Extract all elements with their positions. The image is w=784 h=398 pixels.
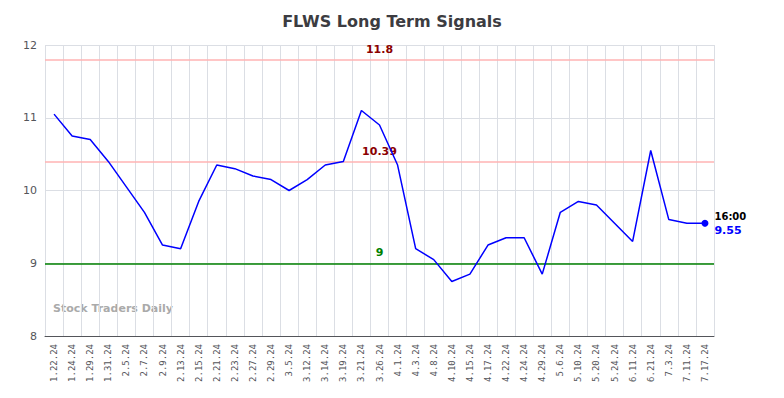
- svg-text:11.8: 11.8: [366, 43, 393, 56]
- svg-text:1.29.24: 1.29.24: [85, 344, 95, 382]
- svg-text:2.15.24: 2.15.24: [194, 344, 204, 382]
- svg-text:Stock Traders Daily: Stock Traders Daily: [53, 302, 173, 315]
- svg-text:5.24.24: 5.24.24: [610, 344, 620, 382]
- svg-text:2.7.24: 2.7.24: [139, 344, 149, 377]
- svg-text:2.29.24: 2.29.24: [266, 344, 276, 382]
- svg-text:12: 12: [23, 39, 37, 52]
- svg-text:6.11.24: 6.11.24: [628, 344, 638, 382]
- svg-text:4.22.24: 4.22.24: [501, 344, 511, 382]
- svg-text:4.15.24: 4.15.24: [465, 344, 475, 382]
- svg-text:3.12.24: 3.12.24: [302, 344, 312, 382]
- svg-text:3.19.24: 3.19.24: [338, 344, 348, 382]
- svg-text:4.1.24: 4.1.24: [393, 344, 403, 377]
- svg-text:4.8.24: 4.8.24: [429, 344, 439, 377]
- svg-text:4.29.24: 4.29.24: [537, 344, 547, 382]
- svg-text:2.21.24: 2.21.24: [212, 344, 222, 382]
- svg-text:9: 9: [30, 257, 37, 270]
- svg-text:4.24.24: 4.24.24: [519, 344, 529, 382]
- svg-text:3.26.24: 3.26.24: [375, 344, 385, 382]
- svg-text:5.10.24: 5.10.24: [573, 344, 583, 382]
- svg-text:3.21.24: 3.21.24: [356, 344, 366, 382]
- svg-text:9: 9: [376, 246, 384, 259]
- svg-text:7.11.24: 7.11.24: [682, 344, 692, 382]
- svg-text:9.55: 9.55: [714, 224, 741, 237]
- svg-text:4.3.24: 4.3.24: [411, 344, 421, 377]
- svg-text:4.10.24: 4.10.24: [447, 344, 457, 382]
- svg-text:16:00: 16:00: [714, 211, 746, 222]
- svg-text:5.6.24: 5.6.24: [555, 344, 565, 377]
- svg-text:5.20.24: 5.20.24: [591, 344, 601, 382]
- svg-text:11: 11: [23, 111, 37, 124]
- svg-text:2.5.24: 2.5.24: [121, 344, 131, 377]
- svg-text:10: 10: [23, 184, 37, 197]
- svg-text:6.21.24: 6.21.24: [646, 344, 656, 382]
- svg-text:10.39: 10.39: [362, 145, 397, 159]
- svg-text:7.17.24: 7.17.24: [700, 344, 710, 382]
- svg-text:1.22.24: 1.22.24: [49, 344, 59, 382]
- svg-text:7.3.24: 7.3.24: [664, 344, 674, 377]
- svg-text:3.14.24: 3.14.24: [320, 344, 330, 382]
- svg-text:2.23.24: 2.23.24: [230, 344, 240, 382]
- svg-text:8: 8: [30, 330, 37, 343]
- svg-text:1.31.24: 1.31.24: [103, 344, 113, 382]
- svg-text:3.5.24: 3.5.24: [284, 344, 294, 377]
- svg-text:1.24.24: 1.24.24: [67, 344, 77, 382]
- svg-text:FLWS Long Term Signals: FLWS Long Term Signals: [282, 12, 502, 31]
- svg-text:4.17.24: 4.17.24: [483, 344, 493, 382]
- svg-text:2.13.24: 2.13.24: [176, 344, 186, 382]
- svg-text:2.9.24: 2.9.24: [158, 344, 168, 377]
- svg-text:2.27.24: 2.27.24: [248, 344, 258, 382]
